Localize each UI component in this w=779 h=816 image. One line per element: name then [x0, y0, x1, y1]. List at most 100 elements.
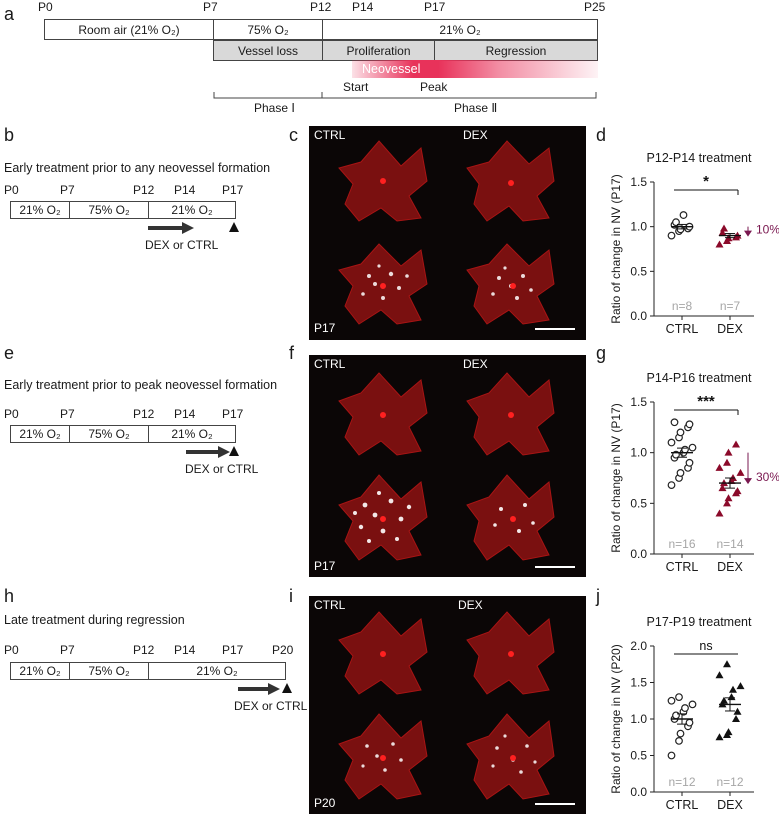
schematic-title-b: Early treatment prior to any neovessel f… — [4, 161, 271, 175]
ctrl-point — [681, 704, 689, 712]
day-label-p7: P7 — [203, 0, 218, 14]
dex-point — [724, 728, 733, 736]
ctrl-point — [667, 231, 676, 240]
n-label: n=7 — [720, 299, 741, 313]
panel-label-b: b — [4, 125, 15, 145]
dex-point — [729, 685, 737, 693]
n-label: n=8 — [672, 299, 693, 313]
b-day-p17: P17 — [222, 183, 244, 197]
y-tick-label: 0.0 — [630, 309, 647, 323]
dex-point — [723, 499, 731, 507]
h-day-p0: P0 — [4, 643, 19, 657]
y-tick-label: 1.5 — [630, 175, 647, 189]
e-box-normoxia-1: 21% O₂ — [10, 425, 70, 443]
retina-image-c: CTRL DEX P17 — [309, 126, 586, 340]
dex-point — [724, 448, 733, 456]
h-day-p20: P20 — [272, 643, 294, 657]
x-tick-label: CTRL — [666, 322, 699, 336]
b-box-normoxia-2: 21% O₂ — [148, 201, 236, 219]
ctrl-point — [667, 438, 676, 447]
i-scale-bar — [535, 803, 575, 805]
neovessel-gradient-bar — [352, 60, 598, 78]
day-label-p0: P0 — [38, 0, 53, 14]
c-ctrl-label: CTRL — [314, 128, 346, 142]
chart-d: P12-P14 treatment 0.0 0.5 1.0 1.5 Ratio of ch… — [609, 151, 779, 336]
y-axis-title: Ratio of change in NV (P20) — [609, 644, 623, 793]
significance-label: *** — [697, 393, 715, 410]
n-label: n=12 — [716, 775, 743, 789]
dex-point — [715, 671, 724, 679]
change-label: 30% — [756, 470, 779, 484]
dex-point — [718, 228, 727, 236]
e-day-p14: P14 — [174, 407, 196, 421]
dex-point — [736, 682, 745, 690]
schematic-title-h: Late treatment during regression — [4, 613, 185, 627]
e-treatment-arrow — [186, 446, 239, 458]
e-day-p0: P0 — [4, 407, 19, 421]
panel-label-e: e — [4, 343, 15, 363]
c-dex-label: DEX — [463, 128, 488, 142]
day-label-p25: P25 — [584, 0, 606, 14]
chart-j: P17-P19 treatment 0.0 0.5 1.0 1.5 2.0 Ratio of… — [609, 615, 754, 812]
proliferation-box: Proliferation — [322, 40, 435, 61]
e-day-p17: P17 — [222, 407, 244, 421]
dex-point — [732, 715, 740, 722]
chart-title: P12-P14 treatment — [647, 151, 752, 165]
schematic-title-e: Early treatment prior to peak neovessel … — [4, 378, 278, 392]
ctrl-point — [685, 718, 694, 727]
panel-label-j: j — [596, 586, 600, 606]
e-day-p12: P12 — [133, 407, 155, 421]
phase-2-label: Phase Ⅱ — [454, 101, 498, 115]
ctrl-point — [667, 696, 676, 705]
chart-title: P17-P19 treatment — [647, 615, 752, 629]
ctrl-point — [672, 218, 680, 227]
y-axis-title: Ratio of change in NV (P17) — [609, 403, 623, 552]
neovessel-label: Neovessel — [362, 62, 421, 76]
dex-point — [733, 707, 742, 715]
x-tick-label: CTRL — [666, 560, 699, 574]
b-day-p14: P14 — [174, 183, 196, 197]
c-flatmounts — [338, 140, 555, 325]
retina-image-i: CTRL DEX P20 — [309, 596, 586, 814]
day-label-p17: P17 — [424, 0, 446, 14]
significance-label: ns — [699, 639, 712, 653]
y-tick-label: 1.0 — [630, 446, 647, 460]
ctrl-point — [675, 693, 683, 701]
e-box-hyperoxia: 75% O₂ — [69, 425, 149, 443]
day-label-p12: P12 — [310, 0, 332, 14]
regression-box: Regression — [434, 40, 598, 61]
h-day-p14: P14 — [174, 643, 196, 657]
f-dex-label: DEX — [463, 357, 488, 371]
e-day-p7: P7 — [60, 407, 75, 421]
n-label: n=14 — [716, 537, 743, 551]
f-ctrl-label: CTRL — [314, 357, 346, 371]
retina-image-f: CTRL DEX P17 — [309, 355, 586, 577]
x-tick-label: DEX — [717, 798, 743, 812]
b-day-p0: P0 — [4, 183, 19, 197]
ctrl-point — [688, 443, 697, 452]
dex-point — [720, 696, 728, 704]
b-treatment-label: DEX or CTRL — [145, 238, 219, 252]
panel-label-i: i — [289, 586, 293, 606]
i-dex-label: DEX — [458, 598, 483, 612]
y-tick-label: 0.0 — [630, 547, 647, 561]
panel-label-a: a — [4, 4, 15, 24]
phase-1-label: Phase Ⅰ — [254, 101, 295, 115]
ctrl-point — [679, 211, 688, 219]
i-timepoint-label: P20 — [314, 796, 336, 810]
y-tick-label: 0.5 — [630, 264, 647, 278]
dex-point — [727, 693, 736, 701]
ctrl-point — [672, 711, 680, 720]
panel-label-g: g — [596, 343, 607, 363]
peak-label: Peak — [420, 80, 448, 94]
ctrl-point — [667, 481, 676, 489]
i-flatmounts — [338, 611, 555, 800]
dex-point — [715, 509, 724, 517]
panel-label-f: f — [289, 343, 295, 363]
y-tick-label: 1.5 — [630, 395, 647, 409]
ctrl-point — [688, 700, 697, 709]
h-day-p12: P12 — [133, 643, 155, 657]
n-label: n=12 — [668, 775, 695, 789]
change-label: 10% — [756, 223, 779, 237]
dex-point — [736, 468, 745, 476]
